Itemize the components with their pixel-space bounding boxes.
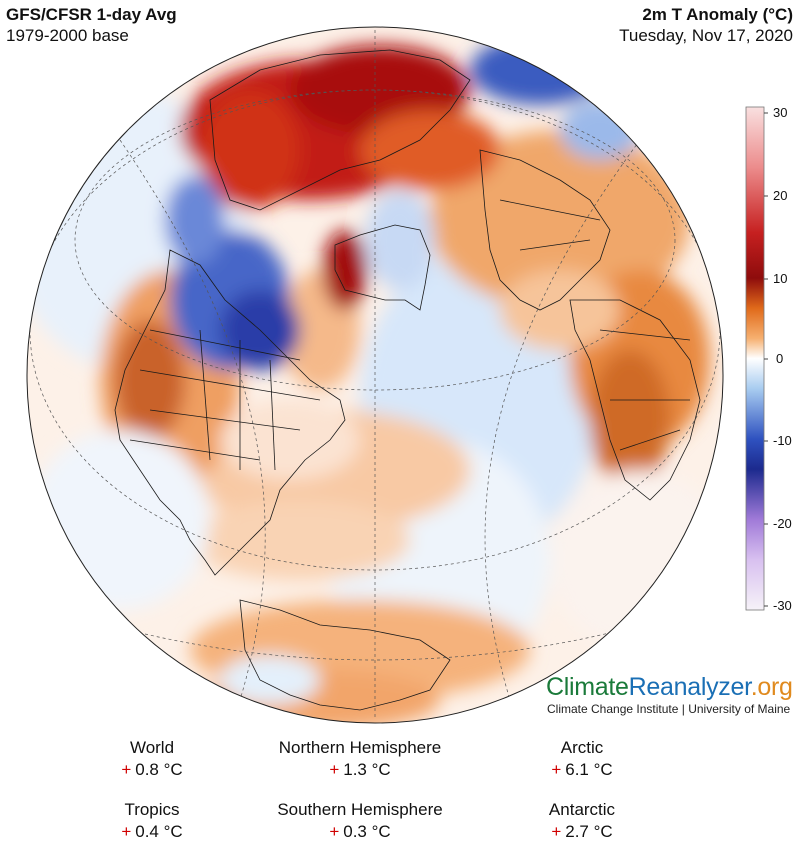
stat-sign: +: [121, 822, 132, 841]
stat-sign: +: [121, 760, 132, 779]
stat-name: Northern Hemisphere: [278, 738, 442, 757]
stat-value: 1.3 °C: [343, 760, 391, 779]
stat-southern-hemisphere: Southern Hemisphere +0.3 °C: [240, 800, 480, 844]
stat-northern-hemisphere: Northern Hemisphere +1.3 °C: [240, 738, 480, 782]
stat-sign: +: [329, 760, 340, 779]
stat-tropics: Tropics +0.4 °C: [32, 800, 272, 844]
map-subtitle: 1979-2000 base: [6, 26, 129, 45]
colorbar-tick: -20: [773, 516, 792, 531]
colorbar: [745, 106, 765, 611]
colorbar-tick: -30: [773, 598, 792, 613]
stat-name: Arctic: [560, 738, 604, 757]
stat-arctic: Arctic +6.1 °C: [462, 738, 702, 782]
stat-world: World +0.8 °C: [32, 738, 272, 782]
brand-climate: Climate: [546, 673, 629, 701]
map-title: GFS/CFSR 1-day Avg: [6, 5, 177, 24]
brand-logo[interactable]: ClimateReanalyzer.org: [546, 673, 793, 702]
stat-sign: +: [329, 822, 340, 841]
stat-name: Tropics: [124, 800, 180, 819]
brand-org: .org: [750, 673, 793, 701]
variable-title: 2m T Anomaly (°C): [642, 5, 793, 24]
colorbar-tick: 20: [773, 188, 788, 203]
brand-reanalyzer: Reanalyzer: [628, 673, 751, 701]
stat-name: Southern Hemisphere: [277, 800, 443, 819]
colorbar-tick: -10: [773, 433, 792, 448]
brand-subtitle: Climate Change Institute | University of…: [547, 702, 791, 716]
stat-sign: +: [551, 760, 562, 779]
stat-value: 6.1 °C: [565, 760, 613, 779]
colorbar-tick: 30: [773, 105, 788, 120]
date-label: Tuesday, Nov 17, 2020: [619, 26, 793, 45]
stat-name: Antarctic: [548, 800, 616, 819]
colorbar-tick: 0: [776, 351, 784, 366]
colorbar-tick: 10: [773, 271, 788, 286]
stat-value: 0.4 °C: [135, 822, 183, 841]
stat-value: 2.7 °C: [565, 822, 613, 841]
stat-antarctic: Antarctic +2.7 °C: [462, 800, 702, 844]
stat-value: 0.8 °C: [135, 760, 183, 779]
stat-value: 0.3 °C: [343, 822, 391, 841]
stat-name: World: [129, 738, 175, 757]
stat-sign: +: [551, 822, 562, 841]
